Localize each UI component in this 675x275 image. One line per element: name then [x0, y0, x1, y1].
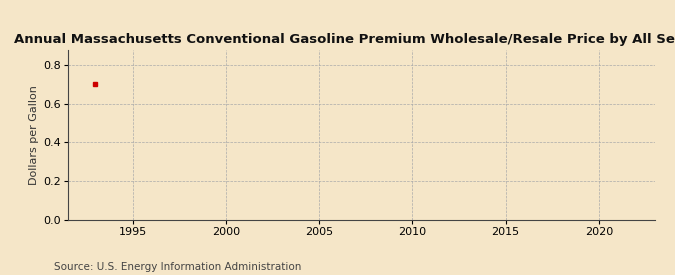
Title: Annual Massachusetts Conventional Gasoline Premium Wholesale/Resale Price by All: Annual Massachusetts Conventional Gasoli… — [14, 32, 675, 46]
Y-axis label: Dollars per Gallon: Dollars per Gallon — [28, 85, 38, 185]
Text: Source: U.S. Energy Information Administration: Source: U.S. Energy Information Administ… — [54, 262, 301, 272]
